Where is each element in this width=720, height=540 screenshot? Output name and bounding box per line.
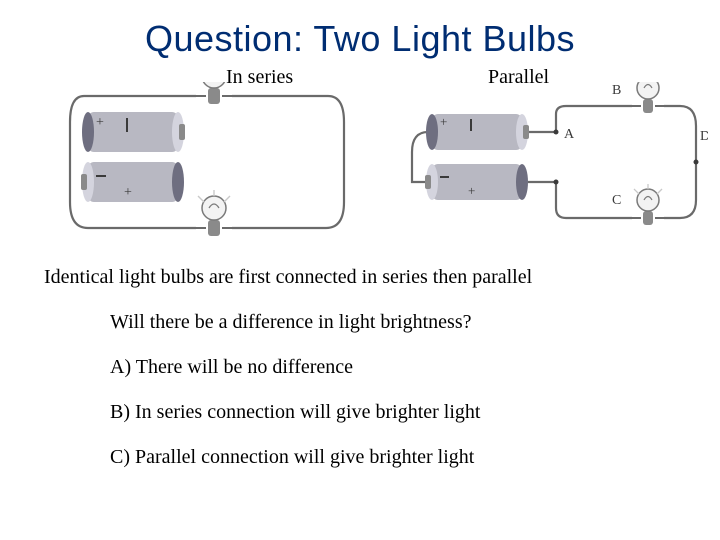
option-b: B) In series connection will give bright… [110,401,720,424]
series-circuit-diagram: + + [66,82,366,242]
parallel-circuit-diagram: A B C D + + [408,82,708,242]
option-a: A) There will be no difference [110,356,720,379]
node-label-d: D [700,129,708,144]
node-label-c: C [612,193,621,208]
svg-text:+: + [124,185,132,200]
node-label-b: B [612,83,621,98]
svg-text:+: + [96,115,104,130]
page-title: Question: Two Light Bulbs [0,0,720,60]
diagrams-area: + + [0,94,720,254]
svg-text:+: + [468,183,475,198]
question-text: Will there be a difference in light brig… [110,311,720,334]
option-c: C) Parallel connection will give brighte… [110,446,720,469]
statement-text: Identical light bulbs are first connecte… [44,266,720,289]
node-label-a: A [564,127,575,142]
svg-text:+: + [440,114,447,129]
